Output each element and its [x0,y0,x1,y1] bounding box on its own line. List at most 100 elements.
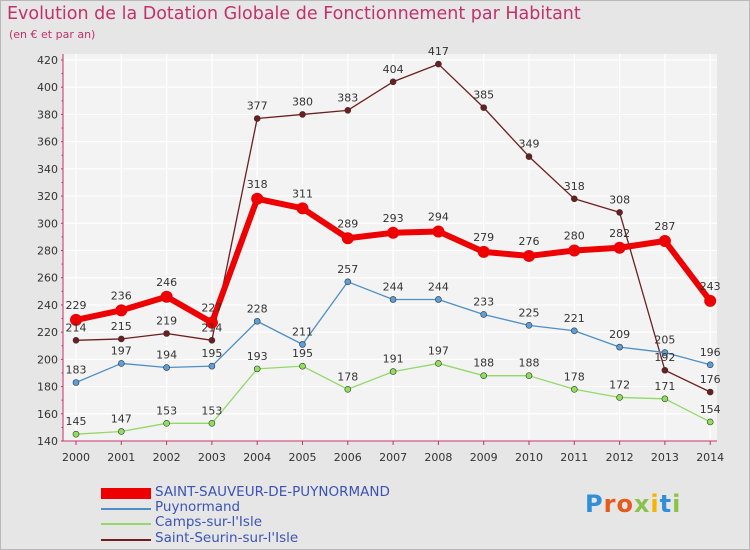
data-point [435,60,442,68]
logo-letter: t [659,490,673,518]
data-label: 191 [383,353,404,366]
data-point [661,366,669,374]
data-label: 383 [337,91,358,104]
data-point [70,313,82,326]
data-point [344,385,352,393]
data-point [115,304,128,317]
data-point [706,388,714,396]
data-point [435,296,442,303]
data-label: 311 [292,187,313,200]
y-tick-label: 400 [37,81,58,94]
data-point [704,294,717,307]
legend-swatch [101,508,151,510]
data-label: 172 [609,378,630,391]
data-point [435,360,442,367]
chart-subtitle: (en € et par an) [9,28,96,41]
logo-letter: P [585,490,604,518]
data-point [296,202,309,215]
data-point [658,234,671,247]
data-point [480,372,488,379]
y-tick-label: 200 [37,353,58,366]
data-label: 417 [428,45,449,58]
logo-letter: i [650,490,660,518]
x-tick-label: 2011 [560,451,588,464]
proxiti-logo: Proxiti [585,490,681,518]
data-label: 215 [111,320,132,333]
data-label: 188 [473,357,494,370]
data-label: 243 [700,280,721,293]
data-label: 289 [337,217,358,230]
data-label: 188 [519,357,540,370]
chart-title: Evolution de la Dotation Globale de Fonc… [7,4,581,24]
data-label: 276 [519,235,540,248]
data-point [706,361,714,369]
x-tick-label: 2013 [651,451,679,464]
data-point [253,317,261,325]
data-label: 153 [201,404,222,417]
data-point [570,327,578,335]
data-label: 404 [383,63,404,76]
data-label: 195 [292,347,313,360]
data-label: 294 [428,210,449,223]
data-label: 197 [111,344,132,357]
legend-swatch [101,523,151,525]
data-label: 205 [654,334,675,347]
data-point [160,290,173,303]
data-point [299,362,306,370]
data-label: 147 [111,412,132,425]
data-point [208,362,216,370]
data-label: 196 [700,346,721,359]
data-label: 244 [383,280,404,293]
data-point [299,341,306,348]
x-tick-label: 2005 [289,451,317,464]
data-point [480,104,488,111]
data-label: 257 [337,263,358,276]
data-point [72,430,80,438]
data-point [253,365,261,373]
data-label: 282 [609,227,630,240]
data-label: 349 [519,138,540,151]
data-point [570,385,578,393]
legend-label: SAINT-SAUVEUR-DE-PUYNORMAND [155,484,390,500]
x-tick-label: 2014 [696,451,724,464]
data-point [72,379,80,386]
x-tick-label: 2009 [470,451,498,464]
y-tick-label: 420 [37,54,58,67]
data-label: 154 [700,403,721,416]
x-tick-label: 2007 [379,451,407,464]
logo-letter: i [672,490,682,518]
data-point [661,395,669,403]
x-tick-label: 2000 [62,451,90,464]
x-tick-label: 2004 [243,451,271,464]
data-point [344,107,352,114]
x-tick-label: 2006 [334,451,362,464]
data-point [72,337,80,344]
data-label: 197 [428,344,449,357]
data-label: 225 [519,306,540,319]
y-tick-label: 320 [37,190,58,203]
data-label: 318 [564,180,585,193]
data-label: 145 [66,415,87,428]
x-tick-label: 2008 [424,451,452,464]
data-point [299,111,306,118]
data-point [477,245,490,258]
y-tick-label: 280 [37,245,58,258]
data-point [613,241,626,254]
data-label: 228 [247,302,268,315]
legend-swatch [101,488,151,499]
y-tick-label: 380 [37,108,58,121]
data-point [616,343,623,351]
y-tick-label: 140 [37,435,58,448]
data-label: 219 [156,315,177,328]
y-tick-label: 340 [37,163,58,176]
legend-label: Camps-sur-l'Isle [155,514,263,530]
data-point [208,420,216,427]
data-point [251,192,264,205]
data-label: 308 [609,193,630,206]
data-point [118,360,125,367]
data-label: 233 [473,295,494,308]
data-point [661,349,669,356]
data-label: 194 [156,349,177,362]
